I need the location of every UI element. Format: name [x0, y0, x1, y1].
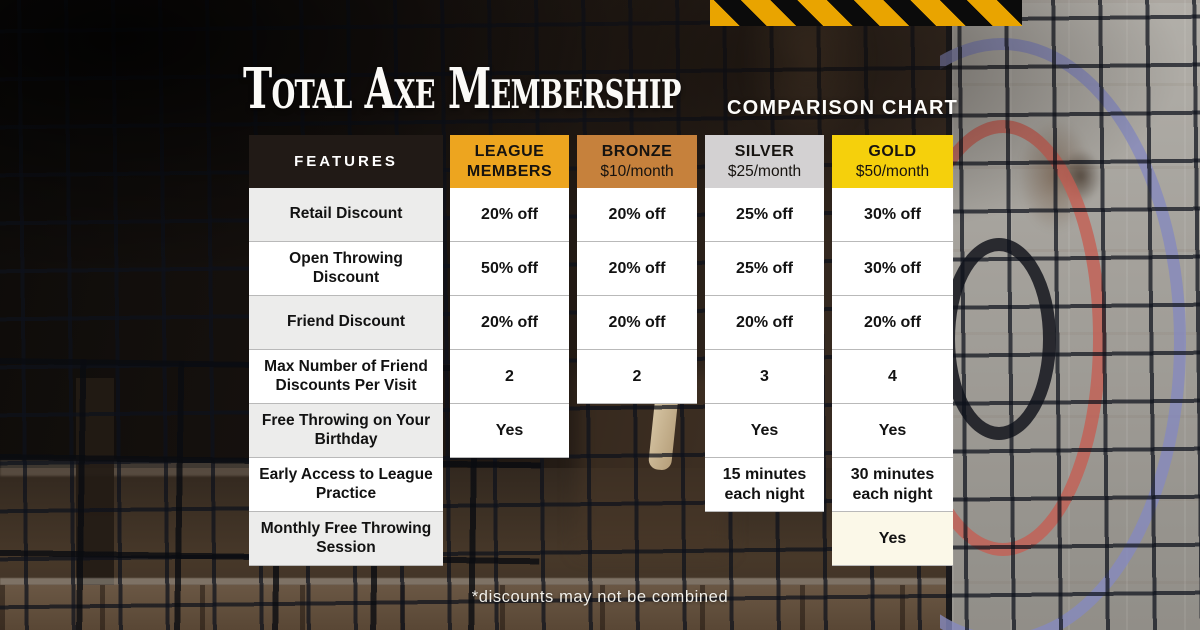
tier-name: SILVER: [734, 142, 795, 160]
value-cell-empty: [450, 458, 569, 512]
tier-price: $50/month: [855, 162, 930, 180]
value-cell-empty: [577, 458, 697, 512]
tier-header-league: LEAGUE MEMBERS: [450, 135, 569, 188]
value-cell: 30% off: [832, 188, 953, 242]
value-cell: 20% off: [577, 242, 697, 296]
gold-column: GOLD $50/month 30% off 30% off 20% off 4…: [832, 135, 953, 566]
tier-name: GOLD: [868, 142, 917, 160]
tier-header-silver: SILVER $25/month: [705, 135, 824, 188]
tier-price: $25/month: [727, 162, 802, 180]
footnote: *discounts may not be combined: [471, 588, 729, 606]
features-column: FEATURES Retail Discount Open Throwing D…: [249, 135, 443, 566]
value-cell: 30% off: [832, 242, 953, 296]
features-header: FEATURES: [249, 135, 443, 188]
feature-label: Monthly Free Throwing Session: [249, 512, 443, 566]
tier-price: $10/month: [600, 162, 674, 180]
tier-name: LEAGUE: [474, 142, 545, 160]
bronze-column: BRONZE $10/month 20% off 20% off 20% off…: [577, 135, 697, 566]
value-cell: 20% off: [450, 296, 569, 350]
value-cell: 2: [450, 350, 569, 404]
value-cell: 25% off: [705, 242, 824, 296]
feature-label: Retail Discount: [249, 188, 443, 242]
value-cell: 30 minutes each night: [832, 458, 953, 512]
value-cell: Yes: [832, 404, 953, 458]
value-cell-highlight: Yes: [832, 512, 953, 566]
tier-name-line2: MEMBERS: [466, 162, 553, 180]
page-title: Total Axe Membership: [243, 56, 681, 122]
value-cell-empty: [705, 512, 824, 566]
feature-label: Friend Discount: [249, 296, 443, 350]
value-cell: 15 minutes each night: [705, 458, 824, 512]
feature-label: Free Throwing on Your Birthday: [249, 404, 443, 458]
feature-label: Max Number of Friend Discounts Per Visit: [249, 350, 443, 404]
value-cell: 20% off: [705, 296, 824, 350]
value-cell-empty: [577, 404, 697, 458]
tier-name: BRONZE: [601, 142, 673, 160]
value-cell: 50% off: [450, 242, 569, 296]
value-cell: 20% off: [832, 296, 953, 350]
value-cell: 3: [705, 350, 824, 404]
league-column: LEAGUE MEMBERS 20% off 50% off 20% off 2…: [450, 135, 569, 566]
page-subtitle: COMPARISON CHART: [727, 97, 959, 119]
feature-label: Early Access to League Practice: [249, 458, 443, 512]
hazard-stripe-banner: [710, 0, 1022, 26]
silver-column: SILVER $25/month 25% off 25% off 20% off…: [705, 135, 824, 566]
value-cell-empty: [450, 512, 569, 566]
tier-header-gold: GOLD $50/month: [832, 135, 953, 188]
value-cell: 20% off: [577, 188, 697, 242]
value-cell-empty: [577, 512, 697, 566]
value-cell: 25% off: [705, 188, 824, 242]
value-cell: 2: [577, 350, 697, 404]
tier-header-bronze: BRONZE $10/month: [577, 135, 697, 188]
feature-label: Open Throwing Discount: [249, 242, 443, 296]
value-cell: 20% off: [450, 188, 569, 242]
value-cell: Yes: [450, 404, 569, 458]
value-cell: 20% off: [577, 296, 697, 350]
value-cell: 4: [832, 350, 953, 404]
value-cell: Yes: [705, 404, 824, 458]
